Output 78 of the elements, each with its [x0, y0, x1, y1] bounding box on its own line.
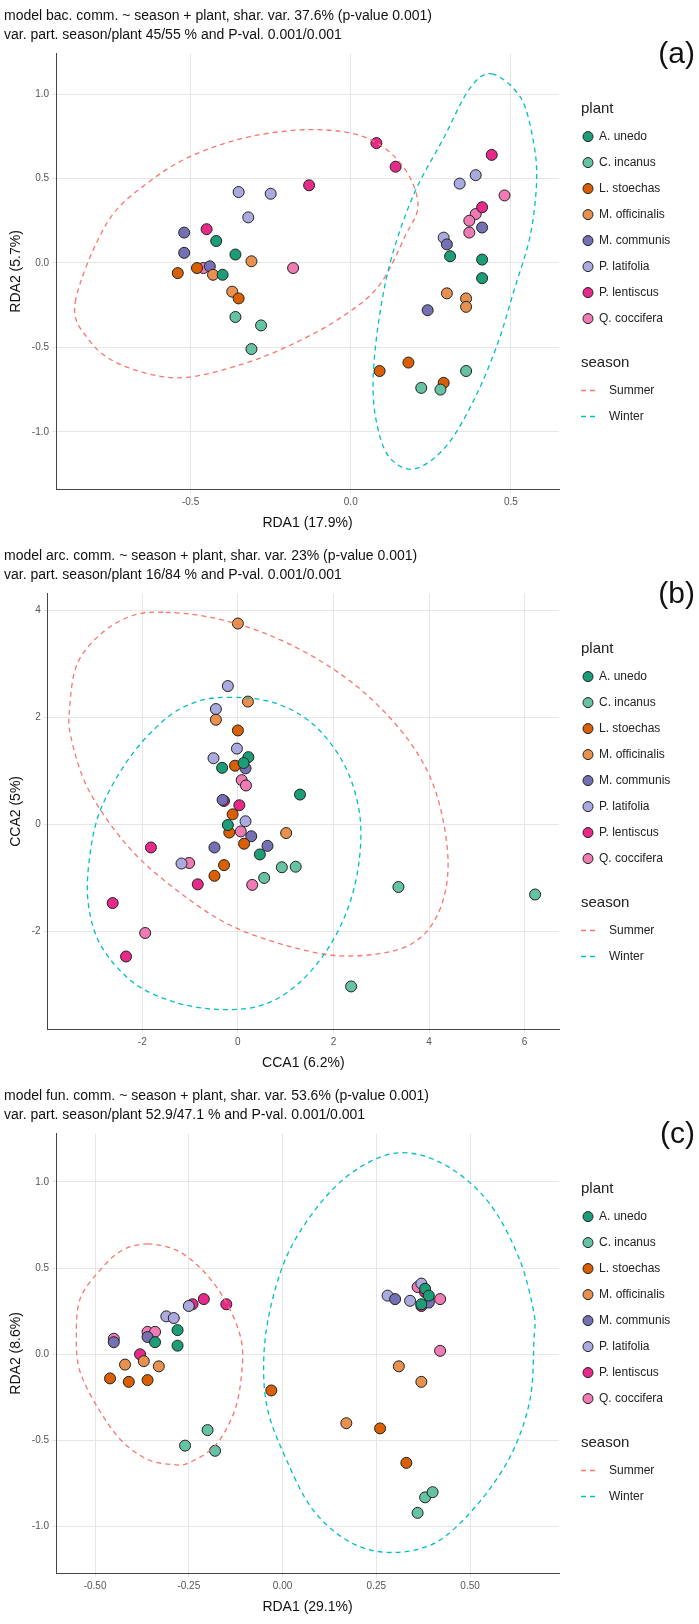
- legend-label: M. communis: [599, 1312, 671, 1327]
- chart-subtitle: var. part. season/plant 52.9/47.1 % and P-val. 0.001/0.001: [4, 1106, 366, 1123]
- x-tick-label: 0.5: [503, 495, 519, 507]
- text: season: [581, 892, 630, 910]
- legend-label: L. stoechas: [599, 1260, 661, 1275]
- legend-label: A. unedo: [599, 128, 648, 143]
- legend-label: M. communis: [599, 772, 671, 787]
- y-axis-title: RDA2 (5.7%): [7, 230, 24, 313]
- x-tick-label: -0.5: [181, 495, 200, 507]
- legend-title: plant: [581, 98, 615, 116]
- y-tick-label: 1.0: [35, 87, 50, 99]
- text: (c): [660, 1115, 695, 1149]
- legend-label: P. latifolia: [599, 798, 650, 813]
- legend-label: M. communis: [599, 232, 671, 247]
- y-tick-label: -1.0: [31, 425, 50, 437]
- chart-title: model fun. comm. ~ season + plant, shar. var. 53.6% (p-value 0.001): [4, 1087, 429, 1104]
- y-tick-label: -0.5: [31, 1434, 50, 1446]
- legend-label: M. officinalis: [599, 1286, 665, 1301]
- text: (b): [658, 575, 695, 609]
- x-tick-label: -2: [137, 1035, 148, 1047]
- x-tick-label: -0.25: [177, 1579, 201, 1591]
- legend-label: P. latifolia: [599, 1338, 650, 1353]
- y-tick-label: 0.0: [35, 256, 50, 268]
- text: Summer: [609, 922, 655, 937]
- y-tick-label: -2: [31, 925, 42, 937]
- x-tick-label: 4: [426, 1035, 433, 1047]
- y-axis-title: CCA2 (5%): [7, 776, 24, 847]
- x-tick-label: 0.25: [366, 1579, 387, 1591]
- legend-label: M. officinalis: [599, 746, 665, 761]
- y-tick-label: -0.5: [31, 341, 50, 353]
- x-tick-label: 2: [330, 1035, 337, 1047]
- x-tick-label: 6: [521, 1035, 528, 1047]
- text: Winter: [609, 948, 644, 963]
- text: Summer: [609, 382, 655, 397]
- legend-label: C. incanus: [599, 694, 656, 709]
- x-tick-label: 0.0: [343, 495, 359, 507]
- y-tick-label: 4: [35, 604, 42, 616]
- legend-label: A. unedo: [599, 1208, 648, 1223]
- legend-label: Q. coccifera: [599, 310, 664, 325]
- legend-label: P. lentiscus: [599, 824, 659, 839]
- x-tick-label: 0: [235, 1035, 242, 1047]
- y-tick-label: 1.0: [35, 1175, 50, 1187]
- x-tick-label: 0.50: [460, 1579, 481, 1591]
- text: Winter: [609, 1488, 644, 1503]
- text: season: [581, 352, 630, 370]
- x-tick-label: -0.50: [83, 1579, 107, 1591]
- legend-label: C. incanus: [599, 154, 656, 169]
- x-axis-title: RDA1 (29.1%): [262, 1598, 353, 1615]
- text: Summer: [609, 1462, 655, 1477]
- y-tick-label: 0.5: [35, 1261, 50, 1273]
- legend-label: A. unedo: [599, 668, 648, 683]
- legend-label: P. lentiscus: [599, 1364, 659, 1379]
- x-axis-title: RDA1 (17.9%): [262, 514, 353, 531]
- legend-label: L. stoechas: [599, 720, 661, 735]
- chart-title: model arc. comm. ~ season + plant, shar. var. 23% (p-value 0.001): [4, 547, 418, 564]
- legend-label: C. incanus: [599, 1234, 656, 1249]
- x-tick-label: 0.00: [272, 1579, 293, 1591]
- y-tick-label: 2: [35, 711, 42, 723]
- legend-label: L. stoechas: [599, 180, 661, 195]
- legend-label: Q. coccifera: [599, 850, 664, 865]
- legend-label: M. officinalis: [599, 206, 665, 221]
- y-axis-title: RDA2 (8.6%): [7, 1312, 24, 1395]
- legend-label: Q. coccifera: [599, 1390, 664, 1405]
- legend-label: P. latifolia: [599, 258, 650, 273]
- y-tick-label: 0.5: [35, 172, 50, 184]
- chart-title: model bac. comm. ~ season + plant, shar. var. 37.6% (p-value 0.001): [4, 7, 433, 24]
- text: (a): [658, 35, 695, 69]
- text: Winter: [609, 408, 644, 423]
- chart-subtitle: var. part. season/plant 16/84 % and P-val. 0.001/0.001: [4, 566, 342, 583]
- legend-title: plant: [581, 1178, 615, 1196]
- legend-label: P. lentiscus: [599, 284, 659, 299]
- x-axis-title: CCA1 (6.2%): [262, 1054, 345, 1071]
- legend-title: plant: [581, 638, 615, 656]
- y-tick-label: 0: [35, 818, 42, 830]
- text: season: [581, 1432, 630, 1450]
- chart-subtitle: var. part. season/plant 45/55 % and P-val. 0.001/0.001: [4, 26, 342, 43]
- y-tick-label: 0.0: [35, 1348, 50, 1360]
- y-tick-label: -1.0: [31, 1520, 50, 1532]
